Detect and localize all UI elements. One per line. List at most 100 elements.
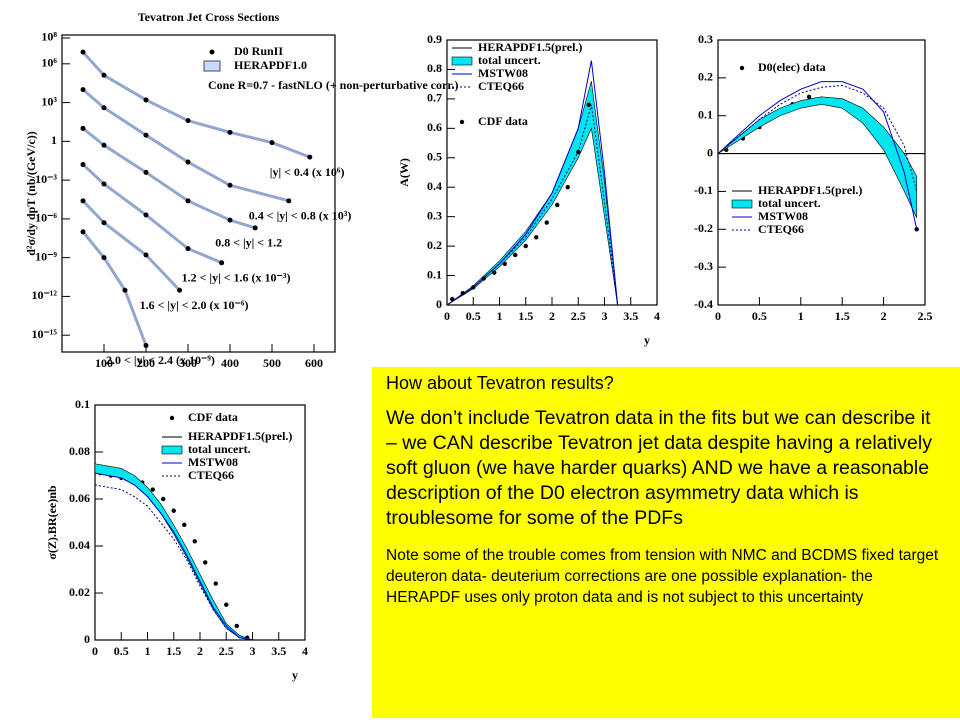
y-axis-label: σ(Z).BR(ee)nb: [45, 485, 59, 560]
legend-label: CTEQ66: [188, 468, 234, 482]
plot-frame: [717, 39, 926, 306]
y-tick-label: -0.4: [694, 297, 713, 311]
legend-label: D0 RunII: [234, 44, 283, 58]
x-tick-label: 100: [95, 356, 113, 370]
x-tick-label: 1.5: [835, 309, 850, 323]
x-tick-label: 4: [654, 309, 660, 323]
series-label: |y| < 0.4 (x 10⁶): [270, 165, 345, 179]
data-point: [523, 243, 528, 249]
annotation: Cone R=0.7 - fastNLO (+ non-perturbative…: [208, 78, 459, 92]
y-tick-label: 0.8: [427, 61, 442, 75]
legend-label: total uncert.: [188, 442, 251, 456]
x-tick-label: 2.5: [571, 309, 586, 323]
data-point: [481, 276, 486, 281]
y-tick-label: 0.1: [427, 267, 442, 281]
data-point: [80, 198, 86, 204]
x-tick-label: 1.5: [518, 309, 533, 323]
y-tick-label: 0: [436, 297, 442, 311]
y-tick-label: 0: [707, 145, 713, 159]
data-point: [143, 132, 149, 138]
x-tick-label: 500: [263, 356, 281, 370]
x-tick-label: 2.5: [918, 309, 933, 323]
x-tick-label: 3.5: [623, 309, 638, 323]
note-text: Note some of the trouble comes from tens…: [386, 547, 939, 606]
data-point: [101, 255, 107, 261]
data-point: [192, 539, 197, 544]
legend-label: D0(elec) data: [758, 60, 826, 74]
data-point: [492, 270, 497, 275]
legend-label: HERAPDF1.5(prel.): [188, 429, 292, 443]
y-tick-label: 0.08: [69, 444, 90, 458]
data-point: [213, 581, 218, 586]
y-tick-label: 10⁻¹⁵: [31, 327, 57, 341]
y-tick-label: 0.3: [698, 32, 713, 46]
y-tick-label: 10⁻⁹: [35, 249, 57, 263]
data-point: [227, 182, 233, 188]
x-tick-label: 1: [145, 644, 151, 658]
data-point: [234, 623, 239, 629]
data-point: [80, 49, 86, 55]
legend-point: [739, 65, 745, 71]
data-point: [171, 508, 176, 513]
curve: [82, 88, 290, 203]
x-tick-label: 3: [602, 309, 608, 323]
plot-frame: [61, 34, 336, 353]
x-tick-label: 2.5: [219, 644, 234, 658]
legend-point: [169, 415, 175, 421]
x-tick-label: 0: [715, 309, 721, 323]
legend-label: MSTW08: [478, 66, 528, 80]
x-tick-label: 0: [444, 309, 450, 323]
y-tick-label: 0.04: [69, 538, 90, 552]
y-tick-label: 10⁻³: [35, 172, 57, 186]
curve: [81, 230, 148, 347]
curve: [717, 81, 918, 230]
series-label: 1.2 < |y| < 1.6 (x 10⁻³): [182, 271, 291, 285]
y-tick-label: 10⁻⁶: [35, 211, 57, 225]
data-point: [80, 87, 86, 93]
legend-band: [731, 199, 753, 209]
data-point: [806, 94, 812, 99]
y-tick-label: 0.7: [427, 91, 442, 105]
x-tick-label: 0.5: [466, 309, 481, 323]
data-point: [101, 72, 107, 78]
legend-band: [161, 445, 183, 455]
data-point: [513, 252, 518, 258]
data-point: [576, 149, 581, 155]
x-tick-label: 1.5: [166, 644, 181, 658]
data-point: [143, 212, 149, 218]
legend-label: total uncert.: [478, 53, 541, 67]
data-point: [143, 97, 149, 103]
y-tick-label: 0.1: [698, 107, 713, 121]
curve: [81, 163, 223, 265]
data-point: [203, 560, 208, 565]
series-label: 0.4 < |y| < 0.8 (x 10³): [249, 209, 352, 223]
y-tick-label: -0.2: [694, 221, 713, 235]
text-box: How about Tevatron results? We don’t inc…: [372, 367, 960, 718]
x-tick-label: 400: [221, 356, 239, 370]
data-point: [450, 296, 455, 302]
series-label: 1.6 < |y| < 2.0 (x 10⁻⁶): [140, 298, 249, 312]
y-tick-label: 0: [84, 632, 90, 646]
data-point: [227, 217, 233, 223]
curve: [94, 484, 253, 641]
legend-point: [209, 49, 215, 55]
y-tick-label: 0.5: [427, 150, 442, 164]
data-point: [161, 496, 166, 502]
data-point: [182, 522, 187, 528]
x-tick-label: 2: [881, 309, 887, 323]
data-point: [544, 220, 549, 225]
y-tick-label: 0.6: [427, 120, 442, 134]
data-point: [80, 162, 86, 168]
data-point: [101, 142, 107, 148]
data-point: [101, 181, 107, 187]
data-point: [150, 487, 155, 492]
data-point: [185, 159, 191, 165]
uncertainty-band: [94, 463, 253, 641]
data-point: [143, 169, 149, 175]
y-tick-label: 0.02: [69, 585, 90, 599]
data-point: [502, 261, 507, 266]
legend-label: CTEQ66: [478, 79, 524, 93]
data-point: [471, 285, 476, 290]
